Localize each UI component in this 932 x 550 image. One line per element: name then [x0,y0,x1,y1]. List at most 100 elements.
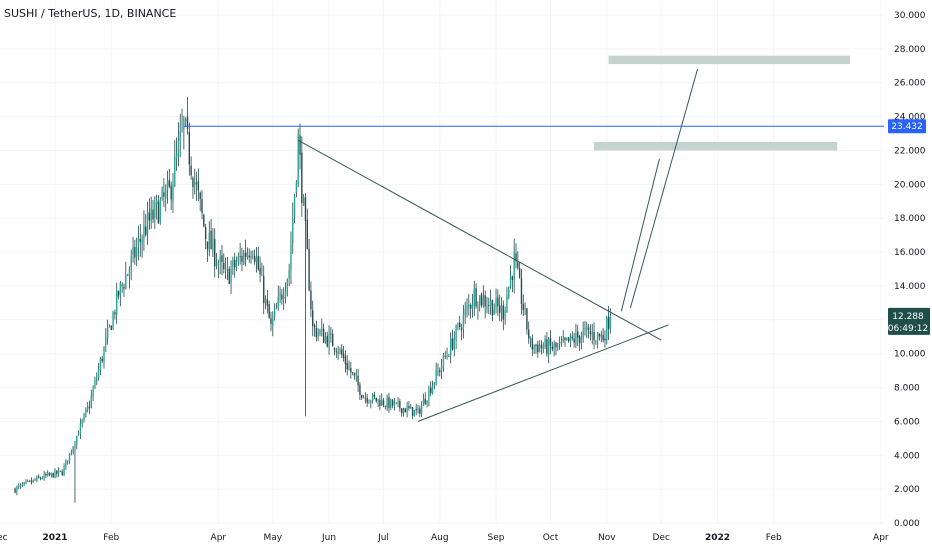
candle-body [21,484,24,486]
candle-body [114,312,116,315]
candle-body [582,330,584,339]
candle-body [495,297,497,308]
candle-body [449,338,452,356]
y-tick-label: 8.000 [894,384,920,394]
candle-body [393,402,396,406]
candle-body [511,276,514,280]
candle-body [598,333,601,337]
candle-body [446,355,448,357]
candle-body [86,406,89,410]
candle-body [493,309,495,315]
candle-body [186,116,189,129]
candle-body [557,345,559,347]
candle-body [81,419,83,424]
candle-body [551,346,554,350]
candle-body [604,338,606,341]
candle-body [304,197,307,221]
candle-body [584,327,586,330]
candle-body [61,471,63,476]
candle-body [126,273,129,276]
candle-body [366,397,368,403]
candle-body [96,377,98,382]
candle-body [223,262,225,270]
candle-body [578,335,581,343]
candle-body [217,263,220,266]
candle-body [246,253,249,258]
candle-body [146,212,149,234]
candle-body [239,256,241,258]
candle-body [90,395,92,408]
candle-body [437,370,439,372]
candle-body [571,336,573,339]
candle-body [85,409,87,415]
candle-body [397,401,399,403]
candle-body [121,284,123,286]
candle-body [531,338,534,350]
candle-body [50,472,53,475]
candle-body [63,466,65,476]
x-tick-label: Jul [377,533,389,543]
candle-body [195,182,198,184]
candle-body [361,395,363,398]
candle-body [68,453,71,461]
candle-body [326,336,328,347]
candle-body [577,331,579,338]
candle-body [537,344,539,353]
drawings[interactable] [183,69,884,422]
candle-body [489,300,492,307]
candle-body [72,446,74,453]
candle-body [351,372,354,374]
y-tick-label: 2.000 [894,485,920,495]
candle-body [132,246,134,255]
y-tick-label: 28.000 [894,45,926,55]
candle-body [480,293,483,305]
candle-body [157,201,160,224]
candle-body [486,306,488,309]
candle-body [197,180,200,191]
candle-body [37,476,40,478]
candle-body [431,385,434,394]
candle-body [553,344,555,349]
candle-body [482,296,485,306]
candle-body [286,279,289,292]
candle-body [484,295,486,307]
candle-body [25,481,27,483]
candle-body [488,305,490,306]
x-tick-label: Sep [488,533,505,543]
candle-body [359,384,361,395]
candle-body [475,288,477,307]
target-zone [608,55,850,65]
y-tick-label: 26.000 [894,79,926,89]
candle-body [406,406,408,413]
candle-body [30,480,33,483]
candle-body [110,326,112,331]
candle-body [174,157,176,187]
candle-body [261,275,263,277]
candle-body [166,181,169,190]
candle-body [518,268,521,279]
target-zones[interactable] [594,55,850,151]
candle-body [462,314,465,329]
candle-body [587,327,590,331]
candle-body [301,152,303,203]
candle-body [498,305,501,313]
candle-body [440,366,443,371]
candle-body [529,338,532,340]
candle-body [497,297,499,307]
candle-body [370,400,372,402]
candle-body [28,480,31,482]
candle-body [219,256,221,263]
candle-body [97,369,100,378]
candle-body [172,184,174,202]
candle-body [215,264,218,266]
candle-body [39,478,42,479]
candle-body [208,232,210,252]
candle-body [435,369,437,384]
candle-body [542,346,544,350]
candle-body [268,304,270,319]
candle-body [442,355,445,368]
candle-body [533,345,535,351]
y-tick-label: 24.000 [894,113,926,123]
